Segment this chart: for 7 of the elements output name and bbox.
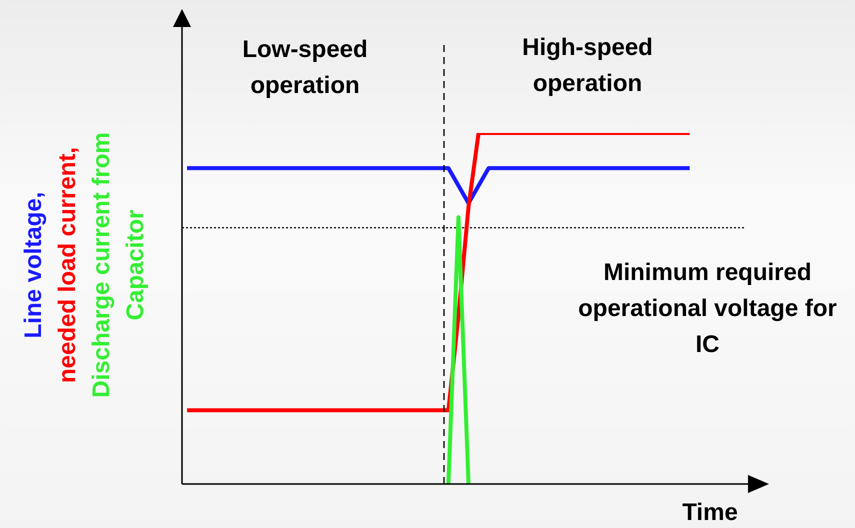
text: needed load current,	[53, 146, 82, 386]
x-axis-title: Time	[681, 498, 739, 528]
text: Discharge current from Capacitor	[87, 131, 150, 400]
text: High-speed operation	[521, 33, 654, 99]
text: Line voltage,	[19, 190, 48, 340]
text: Low-speed operation	[241, 35, 369, 101]
ref-line-label: Minimum required operational voltage for IC	[577, 258, 838, 360]
